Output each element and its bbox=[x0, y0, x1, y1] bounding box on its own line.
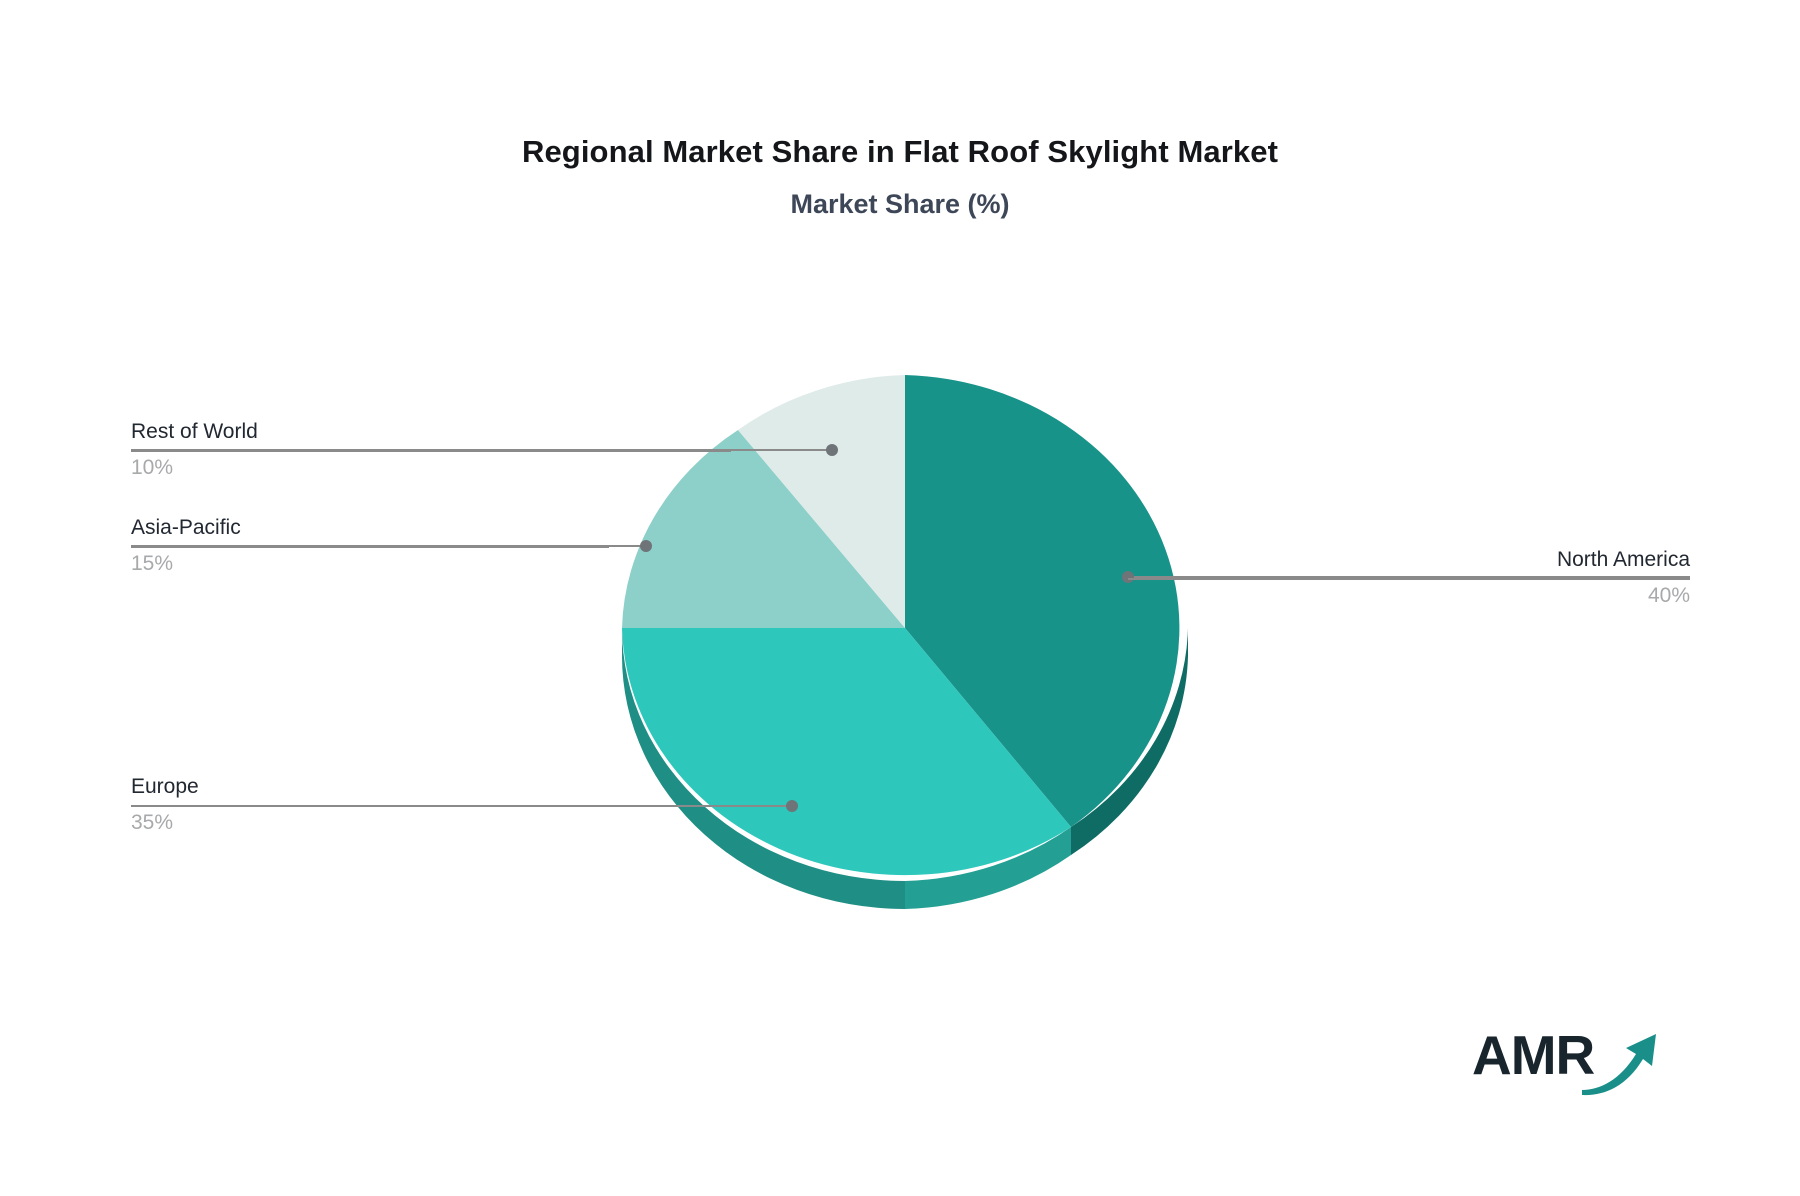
growth-arrow-icon bbox=[1582, 1034, 1656, 1096]
pie-depth-layer bbox=[622, 628, 1188, 909]
callout-rest-of-world: Rest of World 10% bbox=[131, 420, 731, 481]
leader-dot-asia-pacific bbox=[640, 540, 652, 552]
pie-slice-europe bbox=[622, 628, 1071, 876]
callout-rule-rest-of-world bbox=[131, 449, 731, 452]
chart-subtitle: Market Share (%) bbox=[790, 189, 1010, 219]
callout-value-rest-of-world: 10% bbox=[131, 455, 174, 479]
callout-label-europe: Europe bbox=[131, 775, 199, 798]
callout-value-north-america: 40% bbox=[1647, 583, 1690, 607]
chart-title: Regional Market Share in Flat Roof Skyli… bbox=[521, 134, 1279, 169]
callout-value-europe: 35% bbox=[131, 810, 174, 834]
callout-value-asia-pacific: 15% bbox=[131, 551, 174, 575]
leader-dot-europe bbox=[786, 800, 798, 812]
callout-rule-north-america bbox=[1128, 577, 1690, 580]
callout-label-rest-of-world: Rest of World bbox=[131, 420, 258, 443]
callout-europe: Europe 35% bbox=[131, 775, 701, 836]
pie-leader-lines bbox=[131, 444, 1690, 812]
callout-north-america: North America 40% bbox=[1128, 548, 1690, 609]
callout-rule-europe bbox=[131, 804, 701, 807]
callout-asia-pacific: Asia-Pacific 15% bbox=[131, 516, 609, 577]
callout-rule-asia-pacific bbox=[131, 545, 609, 548]
pie-depth-north-america bbox=[1071, 628, 1188, 855]
amr-logo: AMR bbox=[1472, 1024, 1662, 1104]
amr-logo-text: AMR bbox=[1472, 1024, 1595, 1086]
leader-dot-rest-of-world bbox=[826, 444, 838, 456]
pie-slice-rest-of-world bbox=[738, 375, 905, 628]
callout-label-asia-pacific: Asia-Pacific bbox=[131, 516, 241, 539]
callout-label-north-america: North America bbox=[1556, 548, 1690, 571]
pie-depth-europe bbox=[622, 628, 905, 909]
pie-depth-europe-front bbox=[905, 827, 1071, 909]
